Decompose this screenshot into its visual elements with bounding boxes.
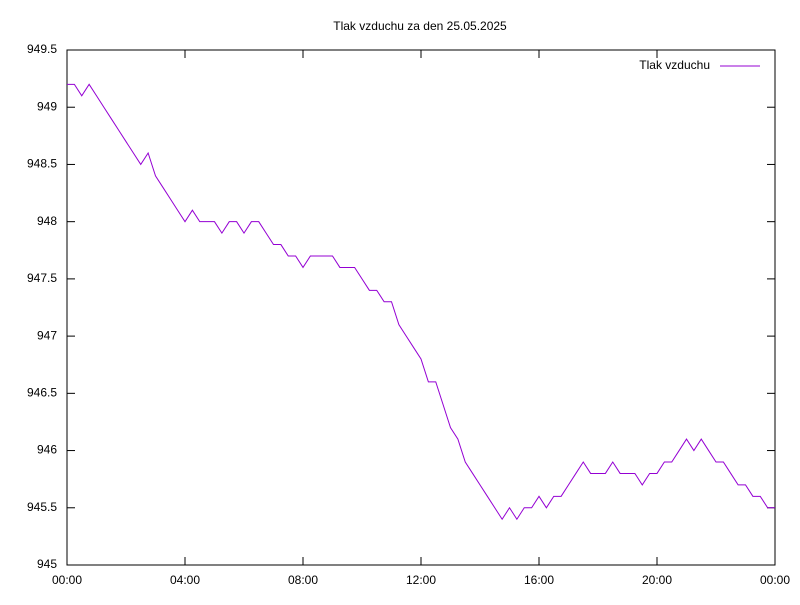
y-tick-label: 949	[37, 99, 57, 113]
legend-label: Tlak vzduchu	[639, 58, 710, 72]
x-tick-label: 12:00	[406, 573, 436, 587]
plot-frame	[66, 49, 776, 566]
x-tick-label: 04:00	[170, 573, 200, 587]
y-tick-label: 947	[37, 328, 57, 342]
y-tick-label: 946	[37, 443, 57, 457]
x-tick-label: 16:00	[524, 573, 554, 587]
chart-title: Tlak vzduchu za den 25.05.2025	[333, 19, 507, 33]
x-tick-label: 20:00	[642, 573, 672, 587]
y-tick-label: 945	[37, 557, 57, 571]
x-tick-label: 00:00	[52, 573, 82, 587]
x-tick-label: 08:00	[288, 573, 318, 587]
x-tick-label: 00:00	[760, 573, 790, 587]
y-tick-label: 945.5	[27, 500, 57, 514]
y-tick-label: 947.5	[27, 271, 57, 285]
y-tick-label: 948	[37, 214, 57, 228]
y-tick-label: 948.5	[27, 157, 57, 171]
y-tick-label: 949.5	[27, 42, 57, 56]
y-tick-label: 946.5	[27, 386, 57, 400]
series-line	[67, 83, 775, 521]
